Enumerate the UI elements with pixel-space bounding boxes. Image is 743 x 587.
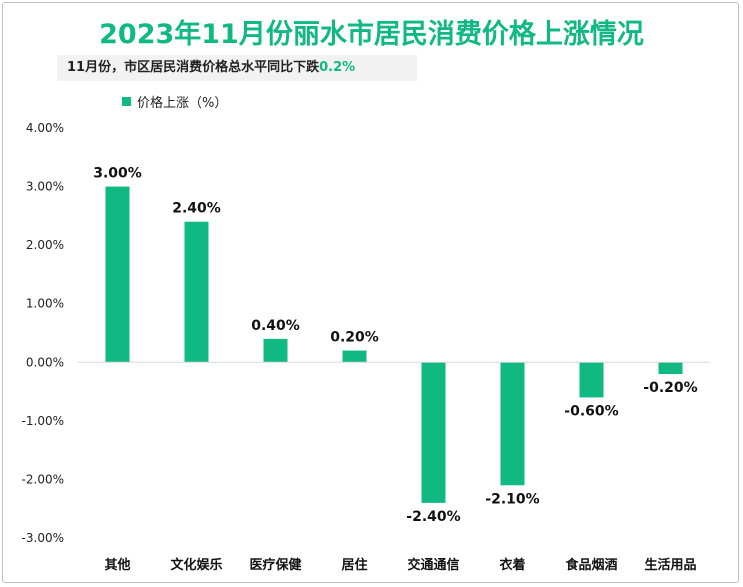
x-tick-label: 其他: [104, 557, 130, 573]
x-tick-label: 食品烟酒: [565, 557, 617, 573]
x-tick-label: 生活用品: [644, 557, 696, 573]
x-tick-label: 交通通信: [407, 557, 459, 573]
subtitle-text: 11月份，市区居民消费价格总水平同比下跌: [67, 60, 320, 75]
y-tick-label: -1.00%: [22, 414, 64, 428]
bar: [105, 186, 130, 363]
bar: [342, 350, 367, 363]
bar: [579, 362, 604, 398]
x-tick-label: 文化娱乐: [170, 557, 222, 573]
x-axis: 其他 文化娱乐 医疗保健 居住 交通通信 衣着 食品烟酒 生活用品: [104, 557, 696, 573]
bar: [500, 362, 525, 486]
bar: [184, 221, 209, 363]
data-label: -0.20%: [643, 380, 697, 396]
data-label: 0.40%: [251, 318, 300, 334]
x-tick-label: 医疗保健: [249, 557, 301, 573]
chart-subtitle: 11月份，市区居民消费价格总水平同比下跌0.2%: [57, 55, 417, 81]
data-label: 3.00%: [93, 166, 142, 182]
chart-legend: 价格上涨（%）: [122, 92, 227, 111]
data-label: 0.20%: [330, 330, 379, 346]
data-label: -2.10%: [485, 491, 539, 507]
bar: [263, 338, 288, 363]
data-labels: 3.00% 2.40% 0.40% 0.20% -2.40% -2.10% -0.60% -0…: [93, 166, 697, 525]
data-label: -2.40%: [406, 509, 460, 525]
y-tick-label: -2.00%: [22, 472, 64, 486]
y-tick-label: 2.00%: [26, 238, 64, 252]
y-tick-label: 0.00%: [26, 355, 64, 369]
bar: [658, 362, 683, 374]
data-label: 2.40%: [172, 201, 221, 217]
bars: [105, 186, 683, 503]
y-tick-label: -3.00%: [22, 531, 64, 545]
legend-label: 价格上涨（%）: [137, 96, 228, 111]
legend-swatch: [122, 97, 131, 106]
x-tick-label: 衣着: [499, 557, 525, 573]
chart-title: 2023年11月份丽水市居民消费价格上涨情况: [99, 19, 644, 50]
bar: [421, 362, 446, 503]
y-tick-label: 3.00%: [26, 180, 64, 194]
x-tick-label: 居住: [341, 557, 367, 573]
data-label: -0.60%: [564, 403, 618, 419]
y-tick-label: 1.00%: [26, 297, 64, 311]
subtitle-highlight: 0.2%: [319, 60, 356, 75]
y-axis: 4.00% 3.00% 2.00% 1.00% 0.00% -1.00% -2.00% -3.…: [22, 121, 64, 545]
y-tick-label: 4.00%: [26, 121, 64, 135]
